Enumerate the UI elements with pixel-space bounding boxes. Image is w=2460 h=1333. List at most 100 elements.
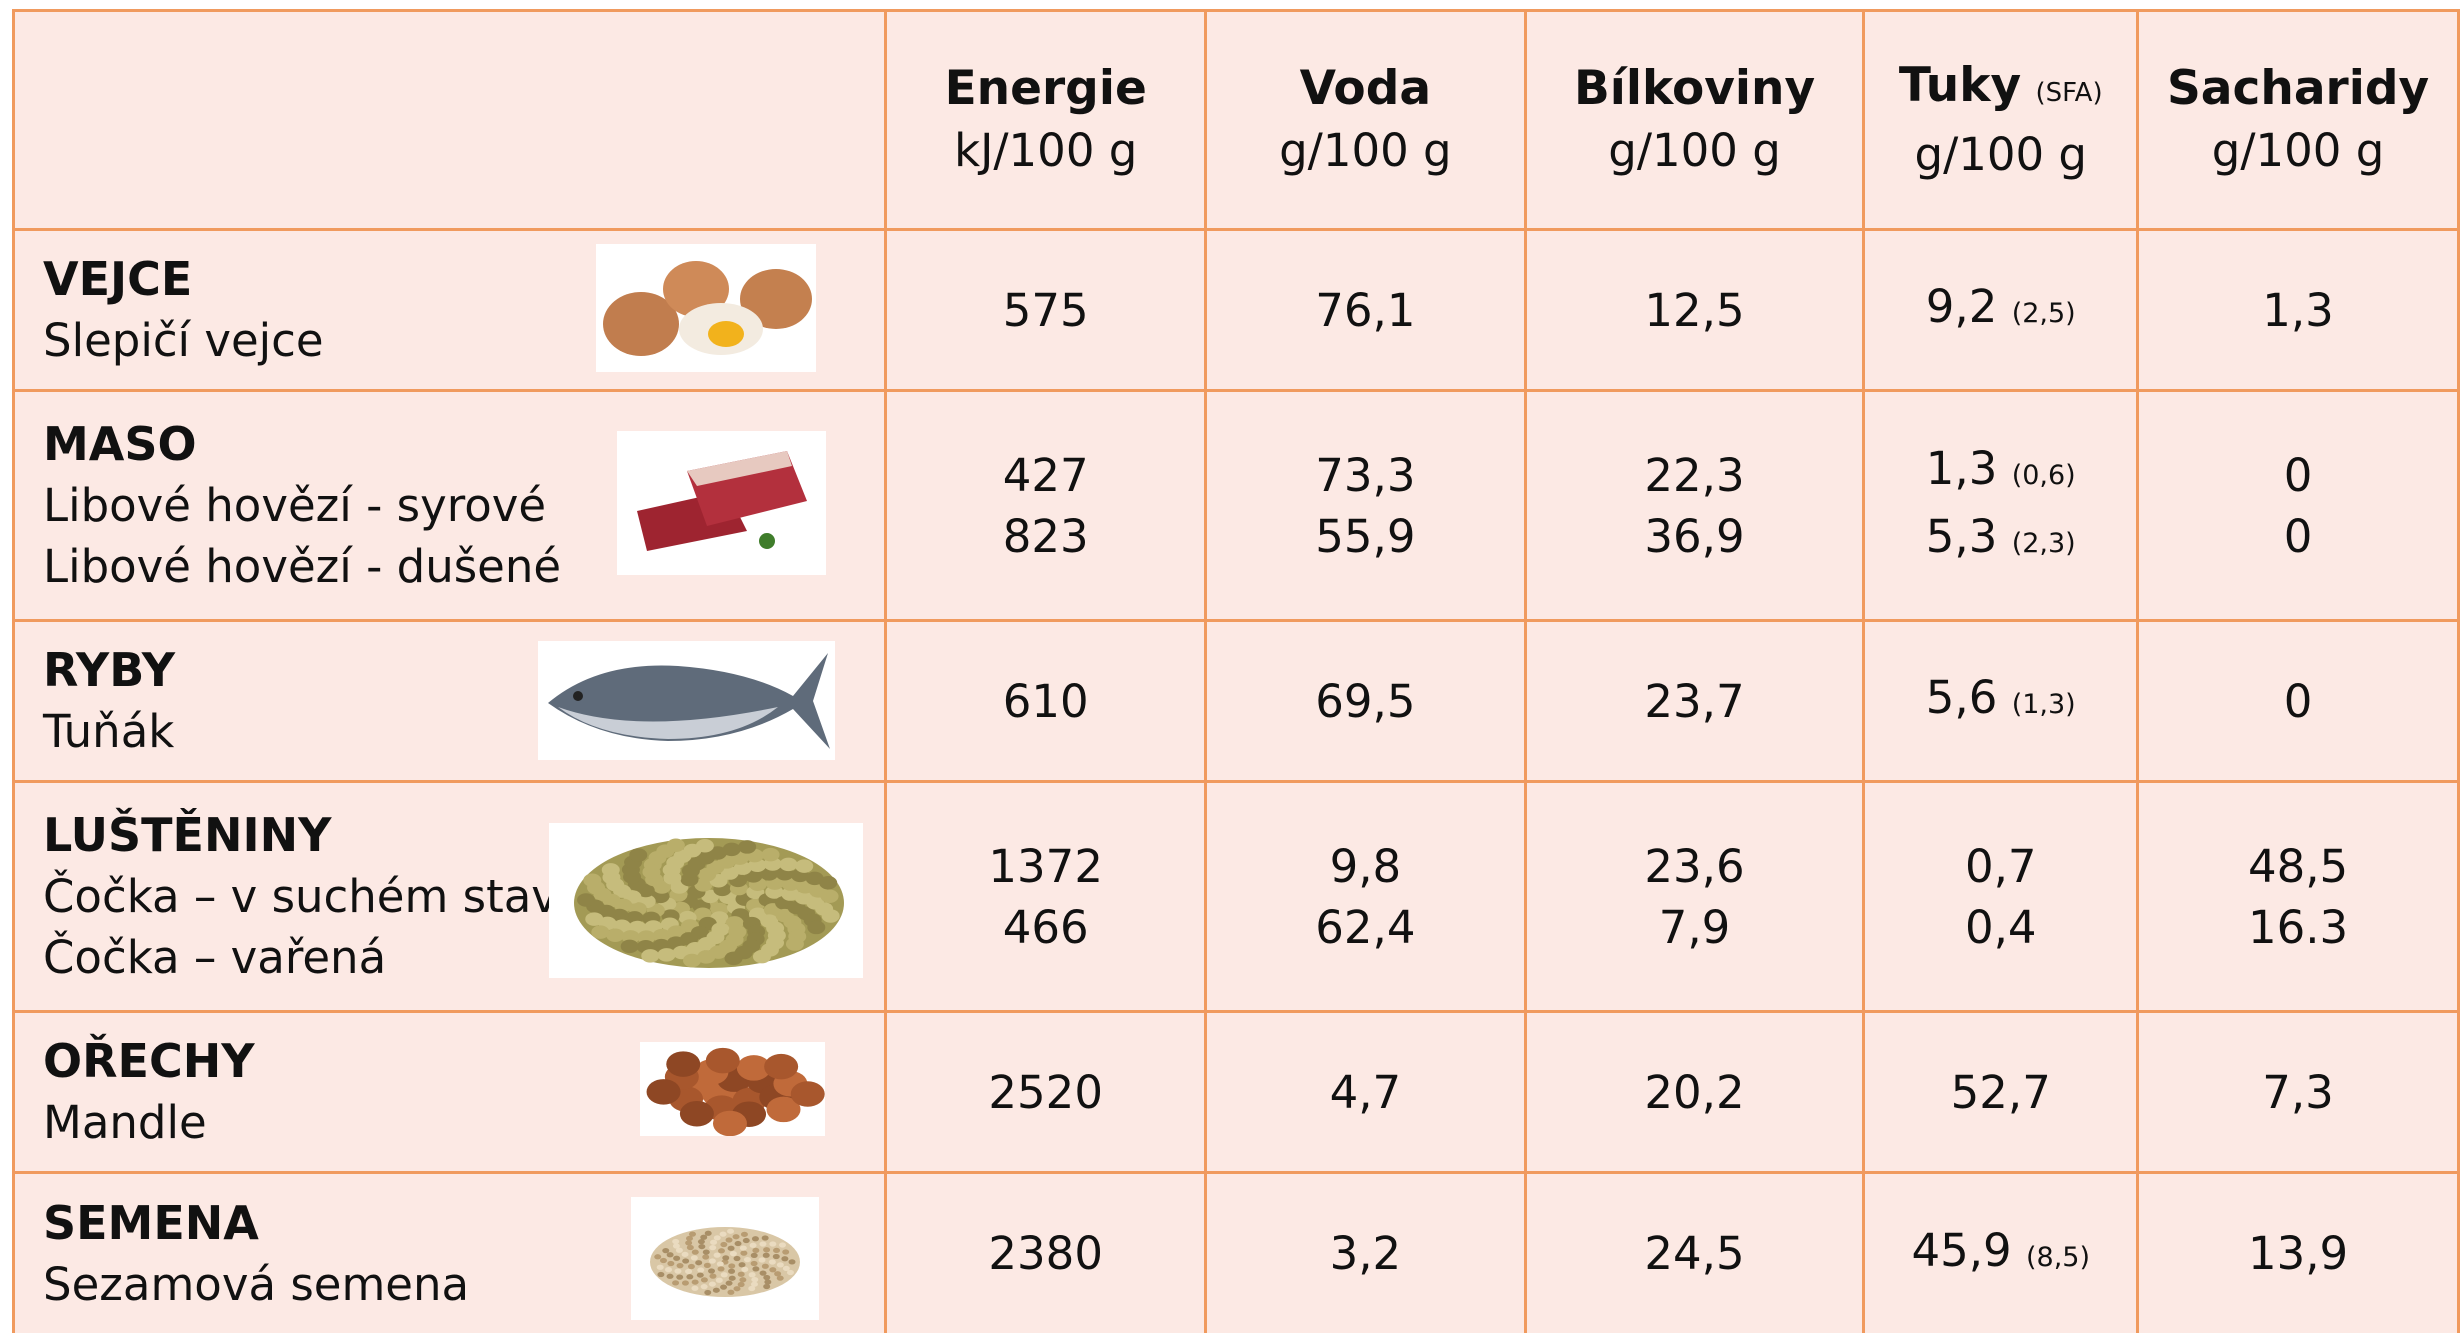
value: 73,3 bbox=[1315, 449, 1415, 502]
value-line: 5,6 (1,3) bbox=[1865, 667, 2136, 735]
value: 24,5 bbox=[1644, 1227, 1744, 1280]
value-line: 62,4 bbox=[1207, 897, 1524, 958]
header-line: Sacharidy bbox=[2139, 58, 2457, 120]
column-name: Sacharidy bbox=[2167, 61, 2429, 116]
value-line: 76,1 bbox=[1207, 280, 1524, 341]
value-line: 23,7 bbox=[1527, 671, 1863, 732]
value: 13,9 bbox=[2248, 1227, 2348, 1280]
value-line: 2520 bbox=[887, 1062, 1204, 1123]
value-line: 9,8 bbox=[1207, 836, 1524, 897]
value-line: 0,4 bbox=[1865, 897, 2136, 958]
sfa-value: (1,3) bbox=[2012, 689, 2076, 720]
value: 12,5 bbox=[1644, 284, 1744, 337]
value: 20,2 bbox=[1644, 1066, 1744, 1119]
value: 9,2 bbox=[1926, 280, 1998, 333]
value-cell: 610 bbox=[886, 621, 1206, 782]
sfa-value: (8,5) bbox=[2026, 1242, 2090, 1273]
value-line: 1,3 bbox=[2139, 280, 2457, 341]
value-cell: 0 bbox=[2138, 621, 2459, 782]
value: 55,9 bbox=[1315, 510, 1415, 563]
nutrition-table: EnergiekJ/100 gVodag/100 gBílkovinyg/100… bbox=[12, 9, 2460, 1333]
page: {"header":{"columns":[ {"name":"Energie"… bbox=[0, 0, 2460, 1333]
food-image bbox=[631, 1197, 819, 1320]
value: 9,8 bbox=[1330, 840, 1402, 893]
value: 0,4 bbox=[1965, 901, 2037, 954]
value-line: 22,3 bbox=[1527, 445, 1863, 506]
value-line: 5,3 (2,3) bbox=[1865, 506, 2136, 574]
value-line: 7,3 bbox=[2139, 1062, 2457, 1123]
value-cell: 13,9 bbox=[2138, 1173, 2459, 1333]
value: 0 bbox=[2284, 675, 2313, 728]
value-cell: 20,2 bbox=[1525, 1012, 1864, 1173]
column-name: Energie bbox=[945, 61, 1147, 116]
value-line: 3,2 bbox=[1207, 1223, 1524, 1284]
value: 52,7 bbox=[1951, 1066, 2051, 1119]
value: 16.3 bbox=[2248, 901, 2348, 954]
food-image bbox=[538, 641, 835, 760]
value: 2520 bbox=[988, 1066, 1103, 1119]
value-cell: 00 bbox=[2138, 391, 2459, 621]
column-header: Sacharidyg/100 g bbox=[2138, 11, 2459, 230]
value-line: 69,5 bbox=[1207, 671, 1524, 732]
column-header: Tuky (SFA)g/100 g bbox=[1864, 11, 2138, 230]
value: 7,9 bbox=[1659, 901, 1731, 954]
value-line: 1,3 (0,6) bbox=[1865, 438, 2136, 506]
value-cell: 2380 bbox=[886, 1173, 1206, 1333]
value-cell: 9,862,4 bbox=[1206, 782, 1526, 1012]
value-cell: 1,3 bbox=[2138, 230, 2459, 391]
header-line: Tuky (SFA) bbox=[1865, 55, 2136, 124]
value-line: 823 bbox=[887, 506, 1204, 567]
sfa-value: (2,5) bbox=[2012, 298, 2076, 329]
value-line: 466 bbox=[887, 897, 1204, 958]
value-cell: 4,7 bbox=[1206, 1012, 1526, 1173]
column-name: Tuky bbox=[1899, 58, 2021, 113]
value-line: 0 bbox=[2139, 671, 2457, 732]
value: 48,5 bbox=[2248, 840, 2348, 893]
value-cell: 1372 466 bbox=[886, 782, 1206, 1012]
value-line: 16.3 bbox=[2139, 897, 2457, 958]
value-cell: 22,336,9 bbox=[1525, 391, 1864, 621]
value: 466 bbox=[1003, 901, 1089, 954]
value: 823 bbox=[1003, 510, 1089, 563]
value: 4,7 bbox=[1330, 1066, 1402, 1119]
value-line: 9,2 (2,5) bbox=[1865, 276, 2136, 344]
column-unit: g/100 g bbox=[1207, 120, 1524, 182]
value-line: 23,6 bbox=[1527, 836, 1863, 897]
value-line: 610 bbox=[887, 671, 1204, 732]
value: 1,3 bbox=[2262, 284, 2334, 337]
value-cell: 3,2 bbox=[1206, 1173, 1526, 1333]
value: 2380 bbox=[988, 1227, 1103, 1280]
column-unit: g/100 g bbox=[1527, 120, 1863, 182]
value-line: 0 bbox=[2139, 445, 2457, 506]
value: 575 bbox=[1003, 284, 1089, 337]
value-line: 1372 bbox=[887, 836, 1204, 897]
header-line: Voda bbox=[1207, 58, 1524, 120]
value: 1,3 bbox=[1926, 442, 1998, 495]
value: 0,7 bbox=[1965, 840, 2037, 893]
column-unit: g/100 g bbox=[2139, 120, 2457, 182]
value: 1372 bbox=[988, 840, 1103, 893]
value-line: 2380 bbox=[887, 1223, 1204, 1284]
value-cell: 45,9 (8,5) bbox=[1864, 1173, 2138, 1333]
value: 69,5 bbox=[1315, 675, 1415, 728]
value-cell: 73,3 55,9 bbox=[1206, 391, 1526, 621]
value-line: 52,7 bbox=[1865, 1062, 2136, 1123]
value-cell: 575 bbox=[886, 230, 1206, 391]
value-line: 0 bbox=[2139, 506, 2457, 567]
value: 22,3 bbox=[1644, 449, 1744, 502]
food-row: MASOLibové hovězí - syrovéLibové hovězí … bbox=[14, 391, 2459, 621]
value-line: 12,5 bbox=[1527, 280, 1863, 341]
value-line: 73,3 bbox=[1207, 445, 1524, 506]
food-image bbox=[596, 244, 816, 372]
value-line: 55,9 bbox=[1207, 506, 1524, 567]
